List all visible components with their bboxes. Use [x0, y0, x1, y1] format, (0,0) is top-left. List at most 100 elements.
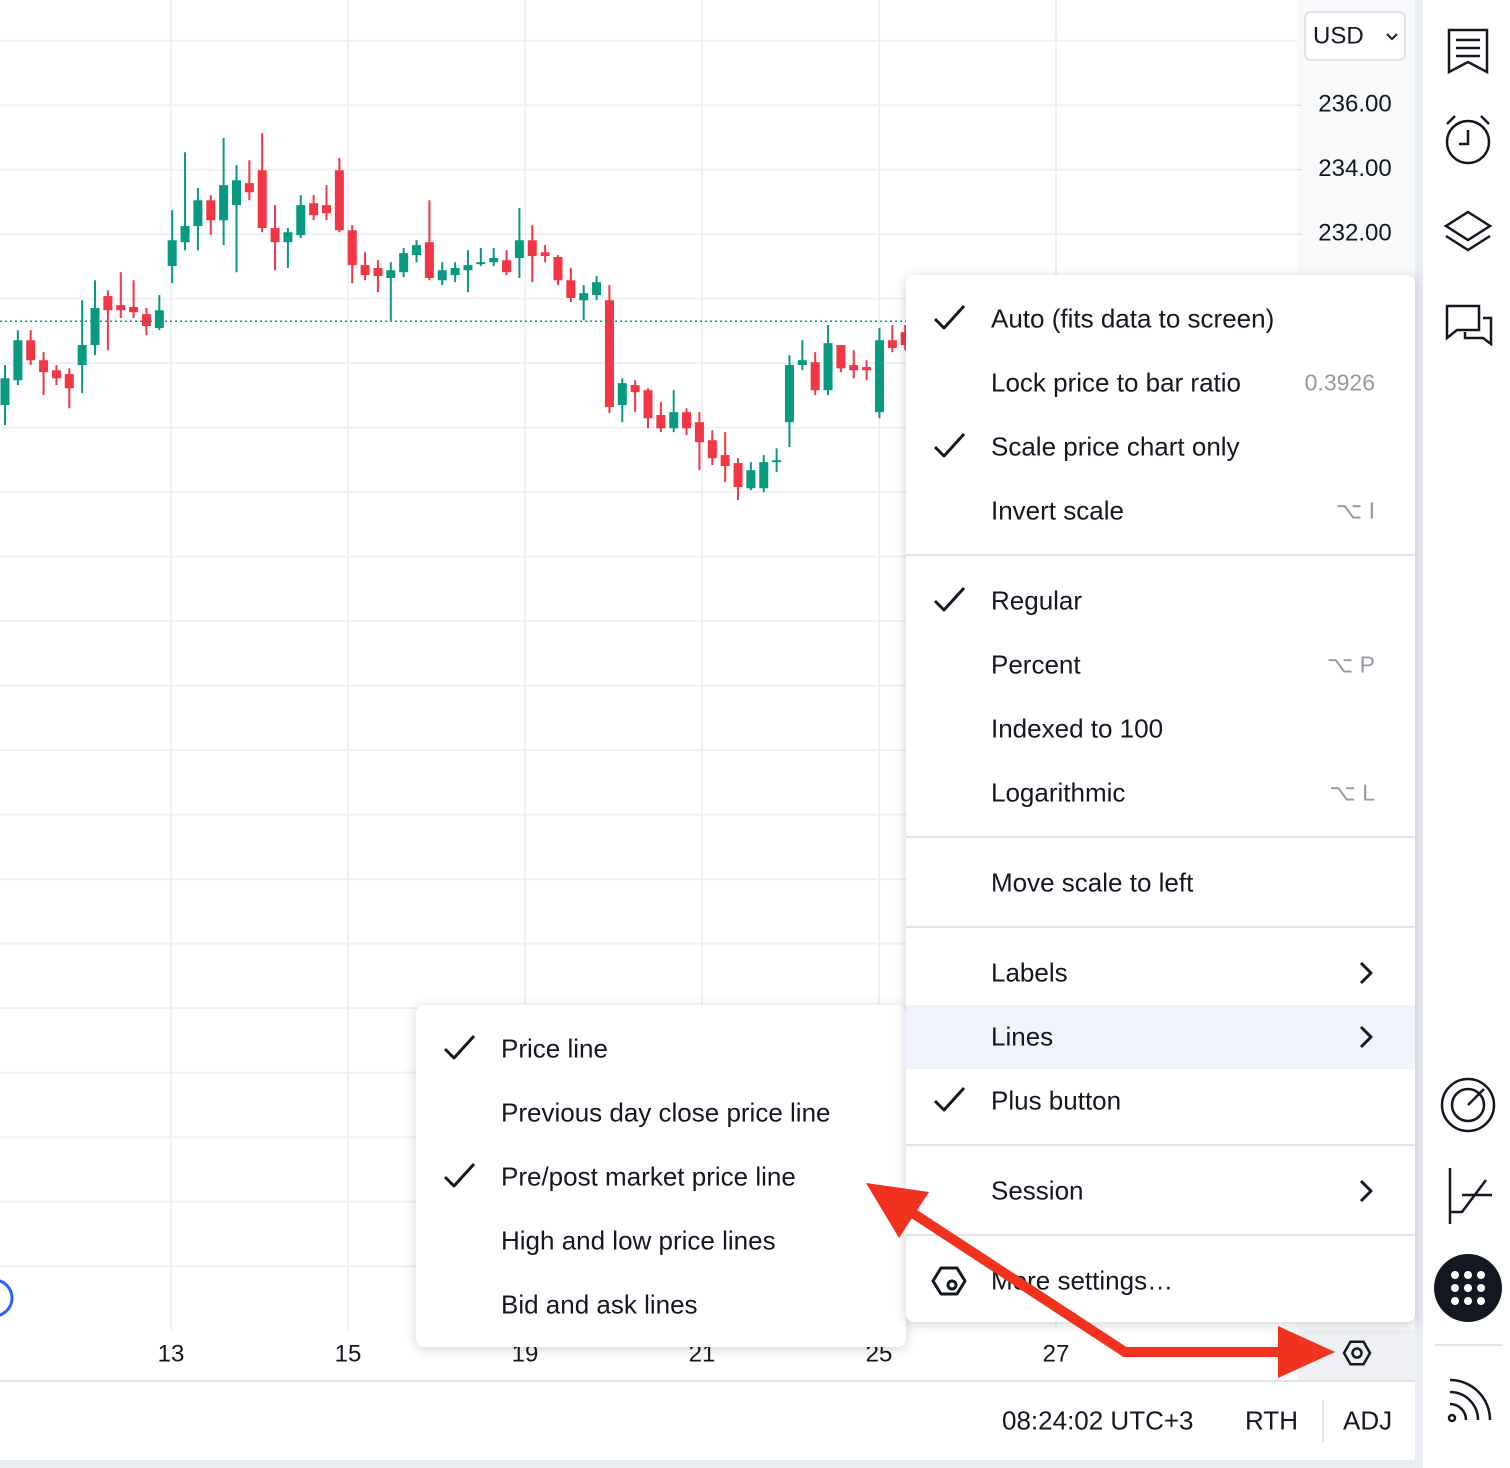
candle-body: [592, 282, 602, 296]
menu-item[interactable]: Auto (fits data to screen): [906, 287, 1415, 351]
candle-body: [733, 463, 743, 487]
candle-body: [784, 365, 794, 423]
gear-center: [1351, 1347, 1363, 1359]
menu-item[interactable]: Lock price to bar ratio 0.3926: [906, 351, 1415, 415]
chevron: [1386, 33, 1398, 41]
clock[interactable]: 08:24:02 UTC+3: [1002, 1405, 1194, 1436]
drawing-icon[interactable]: [1448, 1168, 1492, 1224]
menu-label: More settings…: [991, 1265, 1174, 1296]
check-icon: [933, 304, 966, 330]
menu-label: Pre/post market price line: [501, 1161, 796, 1192]
candle-body: [26, 340, 36, 361]
menu-item[interactable]: More settings…: [906, 1249, 1415, 1313]
candle-body: [90, 307, 100, 346]
candle-body: [360, 265, 370, 276]
menu-label: Percent: [991, 649, 1081, 680]
candle-body: [823, 343, 833, 391]
alert-icon[interactable]: [1445, 119, 1491, 165]
candle-body: [141, 314, 151, 327]
menu-item[interactable]: Scale price chart only: [906, 415, 1415, 479]
candle-body: [887, 340, 897, 348]
target-icon[interactable]: [1440, 1077, 1496, 1133]
feed-icon[interactable]: [1449, 1378, 1492, 1421]
scale-menu: Auto (fits data to screen) Lock price to …: [906, 275, 1415, 1322]
menu-label: Session: [991, 1175, 1084, 1206]
menu-label: Logarithmic: [991, 777, 1126, 808]
candle-body: [64, 374, 74, 389]
submenu-arrow: [1359, 1179, 1373, 1203]
menu-divider: [906, 1144, 1415, 1146]
x-tick-label: 1: [0, 1340, 1, 1367]
menu-label: Bid and ask lines: [501, 1289, 698, 1320]
marker-icon[interactable]: [0, 1279, 14, 1317]
candle-body: [810, 362, 820, 391]
session-toggle[interactable]: RTH: [1245, 1405, 1298, 1436]
candle-body: [309, 203, 319, 216]
chat-icon[interactable]: [1445, 304, 1493, 347]
menu-label: Indexed to 100: [991, 713, 1164, 744]
menu-item[interactable]: Bid and ask lines: [416, 1273, 906, 1337]
adjustment-toggle[interactable]: ADJ: [1343, 1405, 1393, 1436]
menu-item[interactable]: Logarithmic ⌥ L: [906, 761, 1415, 825]
currency-box[interactable]: [1304, 11, 1406, 61]
candle-body: [862, 367, 872, 371]
watchlist-icon[interactable]: [1447, 28, 1489, 75]
candle-body: [566, 280, 576, 298]
candle-body: [77, 345, 87, 366]
candle-body: [51, 370, 61, 379]
separator: [1322, 1400, 1324, 1442]
shortcut: ⌥ I: [1335, 497, 1375, 524]
candle-body: [296, 205, 306, 236]
candle-body: [900, 332, 910, 346]
menu-divider: [906, 1234, 1415, 1236]
menu-item[interactable]: Invert scale ⌥ I: [906, 479, 1415, 543]
check-icon: [933, 586, 966, 612]
candle-body: [797, 360, 807, 366]
candle-body: [450, 267, 460, 276]
menu-item[interactable]: Regular: [906, 569, 1415, 633]
lines-submenu: Price line Previous day close price line P…: [416, 1005, 906, 1347]
candle-body: [116, 305, 126, 311]
ratio-value: 0.3926: [1304, 369, 1375, 396]
candle-body: [772, 460, 782, 463]
layers-icon[interactable]: [1443, 210, 1493, 252]
feed-dot: [1447, 1413, 1457, 1423]
menu-item[interactable]: Price line: [416, 1017, 906, 1081]
menu-item[interactable]: Session: [906, 1159, 1415, 1223]
x-tick-label: 13: [158, 1340, 185, 1367]
menu-item[interactable]: Labels: [906, 941, 1415, 1005]
candle-body: [103, 296, 113, 311]
menu-label: Plus button: [991, 1085, 1122, 1116]
candle-body: [386, 270, 396, 278]
candle-body: [347, 230, 357, 266]
settings-gear[interactable]: [1342, 1340, 1372, 1366]
menu-item[interactable]: Percent ⌥ P: [906, 633, 1415, 697]
currency-label[interactable]: USD: [1313, 22, 1364, 49]
candle-body: [129, 307, 139, 313]
menu-item[interactable]: Pre/post market price line: [416, 1145, 906, 1209]
candle-body: [720, 455, 730, 467]
gear-icon: [931, 1266, 967, 1296]
menu-item[interactable]: Previous day close price line: [416, 1081, 906, 1145]
menu-item[interactable]: Lines: [906, 1005, 1415, 1069]
candle-body: [322, 205, 331, 214]
apps-dots: [1451, 1271, 1485, 1305]
menu-item[interactable]: Move scale to left: [906, 851, 1415, 915]
candle-body: [527, 240, 537, 257]
menu-item[interactable]: High and low price lines: [416, 1209, 906, 1273]
check-icon: [443, 1034, 476, 1060]
menu-divider: [906, 926, 1415, 928]
candle-body: [630, 385, 640, 393]
candle-body: [669, 412, 679, 429]
menu-item[interactable]: Indexed to 100: [906, 697, 1415, 761]
menu-label: Auto (fits data to screen): [991, 303, 1275, 334]
gear-hexagon[interactable]: [1342, 1340, 1372, 1366]
x-tick-label: 15: [335, 1340, 362, 1367]
currency-button[interactable]: USD: [1304, 11, 1406, 61]
candle-body: [502, 260, 512, 273]
candle-body: [219, 185, 229, 221]
target-inner: [1450, 1087, 1486, 1123]
menu-item[interactable]: Plus button: [906, 1069, 1415, 1133]
candle-body: [746, 470, 756, 489]
candle-body: [836, 345, 846, 369]
